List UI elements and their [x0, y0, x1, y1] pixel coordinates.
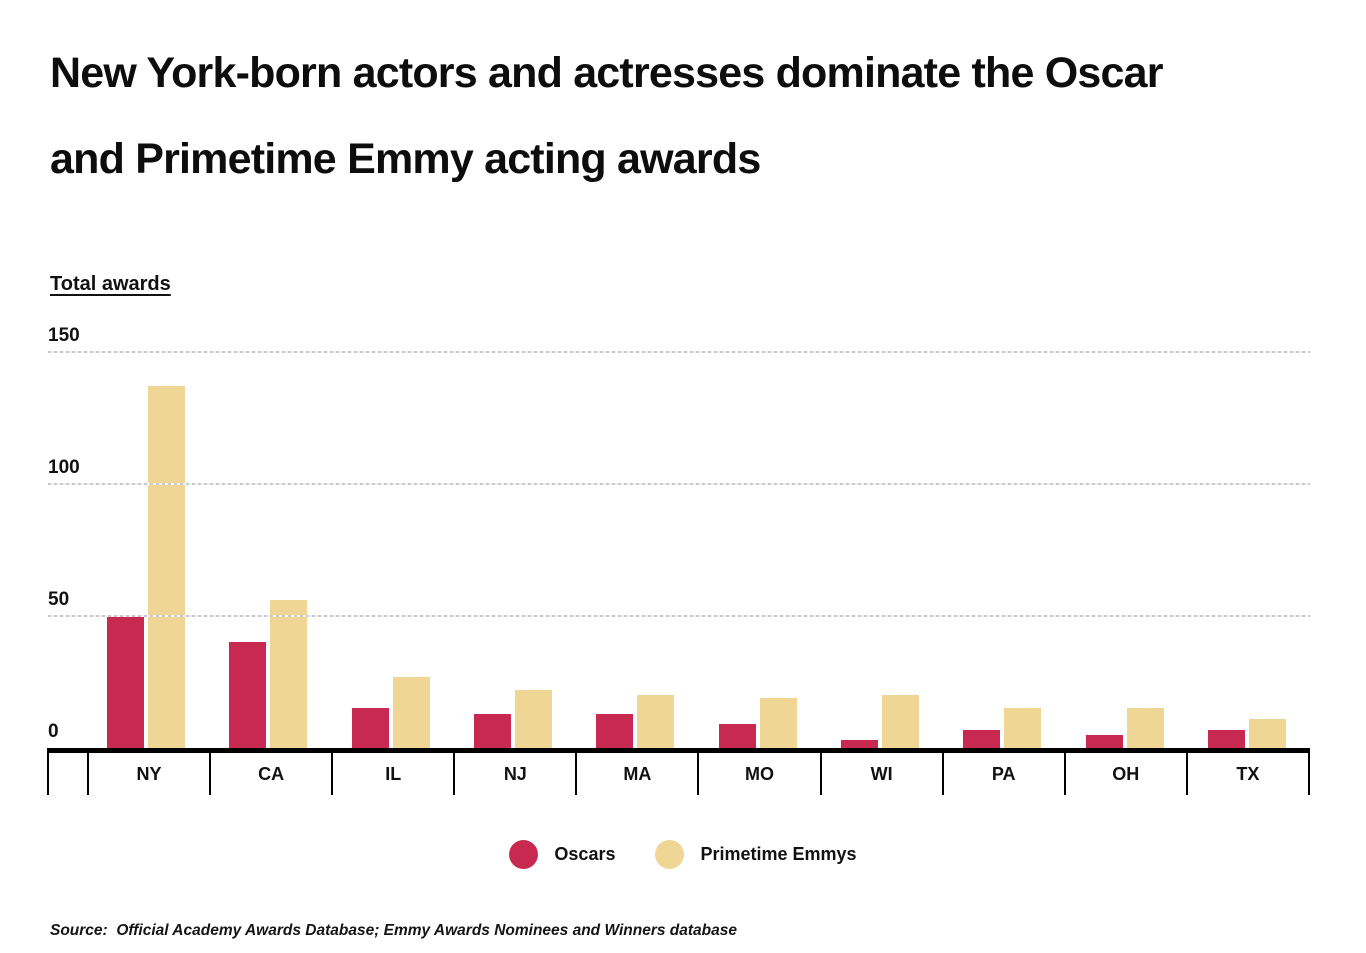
y-tick-label-150: 150 — [48, 325, 80, 346]
x-axis-label-pa: PA — [991, 763, 1016, 784]
category-column-ma — [574, 352, 696, 748]
x-tick-cell-mo: MO — [697, 753, 819, 795]
bar-primetime-emmys-oh — [1126, 708, 1164, 748]
x-axis-label-ca: CA — [258, 763, 285, 784]
legend: Oscars Primetime Emmys — [0, 840, 1366, 869]
x-tick-cell-oh: OH — [1063, 753, 1186, 795]
chart-title-line-1: New York-born actors and actresses domin… — [50, 49, 1163, 97]
category-column-ny — [85, 352, 207, 748]
y-tick-label-100: 100 — [48, 457, 80, 478]
primetime-emmys-swatch-icon — [655, 840, 685, 869]
source-note: Source: Official Academy Awards Database… — [50, 922, 737, 939]
x-tick-cell-il: IL — [331, 753, 453, 795]
y-tick-label-0: 0 — [48, 721, 59, 742]
x-axis-label-il: IL — [385, 763, 402, 784]
bar-oscars-ny — [107, 616, 145, 748]
category-column-mo — [696, 352, 818, 748]
category-column-nj — [452, 352, 574, 748]
x-tick-cell-tx: TX — [1185, 753, 1310, 795]
y-tick-label-50: 50 — [48, 589, 70, 610]
bar-oscars-mo — [718, 724, 756, 748]
bar-primetime-emmys-nj — [515, 689, 553, 748]
x-axis-label-tx: TX — [1236, 763, 1260, 784]
bar-primetime-emmys-pa — [1004, 708, 1042, 748]
bar-primetime-emmys-tx — [1248, 719, 1286, 748]
x-axis-labels-row: NY CA IL NJ MA MO WI PA OH TX — [47, 753, 1310, 795]
legend-label-oscars: Oscars — [554, 844, 616, 864]
x-tick-cell-ma: MA — [575, 753, 697, 795]
x-axis-line — [47, 748, 1310, 753]
bar-primetime-emmys-ca — [270, 600, 308, 748]
category-column-pa — [941, 352, 1063, 748]
bar-oscars-ca — [229, 642, 267, 748]
bar-primetime-emmys-wi — [881, 695, 919, 748]
y-axis-title: Total awards — [50, 273, 171, 295]
x-axis-label-oh: OH — [1112, 763, 1140, 784]
category-column-wi — [819, 352, 941, 748]
category-column-tx — [1186, 352, 1308, 748]
gridline-100 — [48, 483, 1310, 485]
bar-oscars-ma — [596, 713, 634, 748]
bar-oscars-il — [351, 708, 389, 748]
x-axis-label-mo: MO — [745, 763, 775, 784]
bar-primetime-emmys-ny — [148, 386, 186, 748]
bar-oscars-tx — [1207, 729, 1245, 748]
chart-title: New York-born actors and actresses domin… — [50, 30, 1330, 202]
bar-primetime-emmys-il — [392, 676, 430, 748]
category-column-oh — [1063, 352, 1185, 748]
chart-title-line-2: and Primetime Emmy acting awards — [50, 135, 761, 183]
x-tick-cell-ca: CA — [209, 753, 331, 795]
bar-primetime-emmys-mo — [759, 697, 797, 748]
x-tick-cell-nj: NJ — [453, 753, 575, 795]
bar-oscars-nj — [474, 713, 512, 748]
x-tick-cell-ny: NY — [87, 753, 209, 795]
x-tick-cell-wi: WI — [819, 753, 942, 795]
gridline-50 — [48, 615, 1310, 617]
plot-area: 150 100 50 0 — [48, 325, 1310, 748]
legend-item-primetime-emmys: Primetime Emmys — [655, 840, 857, 869]
bar-oscars-oh — [1085, 734, 1123, 748]
bar-oscars-pa — [963, 729, 1001, 748]
legend-item-oscars: Oscars — [509, 840, 615, 869]
x-axis-label-ny: NY — [136, 763, 162, 784]
x-axis-label-wi: WI — [870, 763, 893, 784]
legend-label-primetime-emmys: Primetime Emmys — [700, 844, 857, 864]
category-column-il — [330, 352, 452, 748]
x-axis-label-nj: NJ — [503, 763, 527, 784]
bar-oscars-wi — [840, 740, 878, 748]
plot-columns — [85, 352, 1308, 748]
gridline-150 — [48, 351, 1310, 353]
x-axis-left-tick — [47, 753, 87, 795]
x-tick-cell-pa: PA — [941, 753, 1064, 795]
x-axis-label-ma: MA — [623, 763, 652, 784]
category-column-ca — [207, 352, 329, 748]
bar-primetime-emmys-ma — [637, 695, 675, 748]
oscars-swatch-icon — [509, 840, 539, 869]
